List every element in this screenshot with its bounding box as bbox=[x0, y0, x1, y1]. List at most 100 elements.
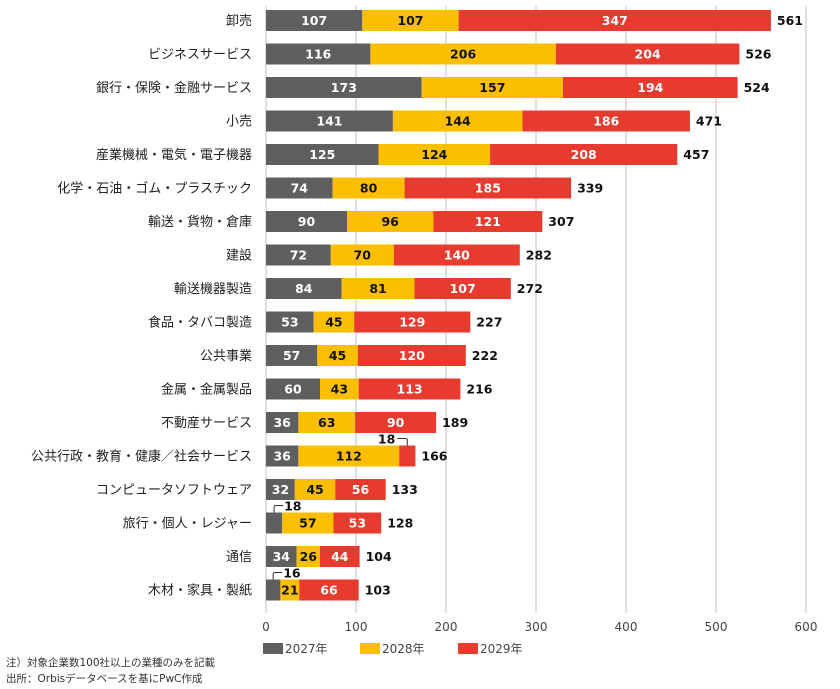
bar-segment bbox=[266, 144, 379, 165]
bar-segment bbox=[332, 177, 405, 199]
bar-segment bbox=[313, 311, 355, 333]
legend-swatch bbox=[360, 643, 380, 654]
bar-value-label: 112 bbox=[336, 449, 362, 464]
bar-value-label: 56 bbox=[352, 482, 370, 497]
x-tick-label: 400 bbox=[615, 620, 638, 634]
bar-segment bbox=[266, 412, 299, 433]
legend-label: 2029年 bbox=[480, 642, 523, 656]
category-label: 不動産サービス bbox=[161, 415, 252, 431]
bar-value-label: 107 bbox=[450, 281, 476, 296]
category-label: 公共事業 bbox=[200, 348, 252, 364]
bar-value-label: 80 bbox=[360, 181, 378, 196]
bar-total-label: 227 bbox=[476, 315, 502, 330]
bar-value-label: 90 bbox=[298, 214, 316, 229]
category-label: 木材・家具・製紙 bbox=[148, 583, 252, 599]
bar-segment bbox=[266, 10, 363, 31]
bar-value-label: 173 bbox=[331, 80, 357, 95]
bar-segment bbox=[333, 512, 382, 534]
bar-segment bbox=[266, 110, 393, 132]
bar-value-label: 43 bbox=[331, 382, 348, 397]
category-label: 建設 bbox=[226, 248, 252, 264]
callout-leader bbox=[273, 505, 284, 513]
bar-segment bbox=[393, 244, 520, 266]
bar-value-label: 107 bbox=[397, 13, 423, 28]
bar-value-label: 157 bbox=[479, 80, 505, 95]
bar-value-label: 44 bbox=[331, 549, 349, 564]
bar-segment bbox=[404, 177, 572, 199]
bar-value-label: 57 bbox=[299, 516, 316, 531]
bar-segment bbox=[347, 211, 434, 232]
bar-value-label: 194 bbox=[637, 80, 663, 95]
category-label: 食品・タバコ製造 bbox=[148, 315, 252, 331]
x-tick-label: 600 bbox=[795, 620, 818, 634]
bar-segment bbox=[298, 412, 356, 433]
bar-value-label: 36 bbox=[273, 415, 291, 430]
legend-label: 2028年 bbox=[382, 642, 425, 656]
bar-value-label: 125 bbox=[309, 147, 335, 162]
bar-value-label: 53 bbox=[349, 516, 366, 531]
bar-segment bbox=[266, 378, 320, 400]
category-label: 旅行・個人・レジャー bbox=[123, 517, 252, 532]
bars: 107 107 347 561 116 206 204 526 173 157 194 524 141 1… bbox=[266, 10, 803, 601]
bar-value-label: 113 bbox=[397, 382, 423, 397]
bar-segment bbox=[299, 579, 359, 601]
category-label: 卸売 bbox=[226, 13, 252, 29]
x-tick-label: 500 bbox=[705, 620, 728, 634]
category-label: コンピュータソフトウェア bbox=[96, 483, 252, 498]
bar-value-label: 96 bbox=[381, 214, 399, 229]
bar-segment bbox=[330, 244, 394, 266]
x-tick-label: 300 bbox=[525, 620, 548, 634]
category-label: 輸送・貨物・倉庫 bbox=[148, 214, 252, 230]
source-note: 出所：Orbisデータベースを基にPwC作成 bbox=[6, 673, 203, 685]
bar-total-label: 189 bbox=[442, 415, 468, 430]
bar-value-label: 347 bbox=[602, 13, 628, 28]
bar-value-label: 121 bbox=[475, 214, 501, 229]
bar-segment bbox=[362, 10, 459, 31]
bar-segment bbox=[355, 412, 437, 433]
bar-value-label: 53 bbox=[281, 315, 298, 330]
bar-total-label: 307 bbox=[548, 214, 574, 229]
bar-value-label: 72 bbox=[290, 248, 307, 263]
bar-value-label: 140 bbox=[444, 248, 470, 263]
bar-segment bbox=[392, 110, 523, 132]
bar-segment bbox=[317, 345, 358, 366]
bar-total-label: 272 bbox=[517, 281, 543, 296]
bar-value-label: 66 bbox=[320, 583, 338, 598]
legend: 2027年 2028年 2029年 bbox=[263, 642, 523, 656]
bar-segment bbox=[378, 144, 491, 165]
bar-segment bbox=[458, 10, 771, 31]
bar-value-label: 144 bbox=[445, 114, 471, 129]
bar-value-label: 107 bbox=[301, 13, 327, 28]
bar-total-label: 128 bbox=[387, 516, 413, 531]
bar-value-label: 57 bbox=[283, 348, 300, 363]
bar-segment bbox=[358, 378, 461, 400]
bar-value-label: 26 bbox=[300, 549, 318, 564]
bar-segment bbox=[298, 445, 400, 467]
bar-value-label: 36 bbox=[273, 449, 291, 464]
bar-segment bbox=[563, 77, 738, 98]
bar-value-label: 45 bbox=[325, 315, 342, 330]
bar-total-label: 166 bbox=[421, 449, 447, 464]
bar-total-label: 104 bbox=[366, 549, 392, 564]
legend-swatch bbox=[263, 643, 283, 654]
bar-segment bbox=[280, 579, 300, 601]
bar-value-label: 116 bbox=[305, 47, 331, 62]
x-tick-label: 0 bbox=[262, 620, 270, 634]
bar-segment bbox=[266, 579, 281, 601]
bar-segment bbox=[266, 345, 318, 366]
bar-segment bbox=[433, 211, 543, 232]
bar-segment bbox=[266, 445, 299, 467]
bar-segment bbox=[555, 43, 740, 65]
category-label: 公共行政・教育・健康／社会サービス bbox=[31, 449, 252, 465]
bar-segment bbox=[522, 110, 690, 132]
bar-value-label: 129 bbox=[399, 315, 425, 330]
bar-segment bbox=[414, 278, 511, 299]
bar-segment bbox=[266, 311, 314, 333]
bar-total-label: 103 bbox=[365, 583, 391, 598]
legend-swatch bbox=[458, 643, 478, 654]
bar-value-label: 45 bbox=[306, 482, 323, 497]
bar-segment bbox=[266, 512, 283, 534]
gridlines bbox=[265, 6, 807, 613]
callout-label: 16 bbox=[283, 566, 301, 581]
bar-segment bbox=[294, 479, 336, 500]
